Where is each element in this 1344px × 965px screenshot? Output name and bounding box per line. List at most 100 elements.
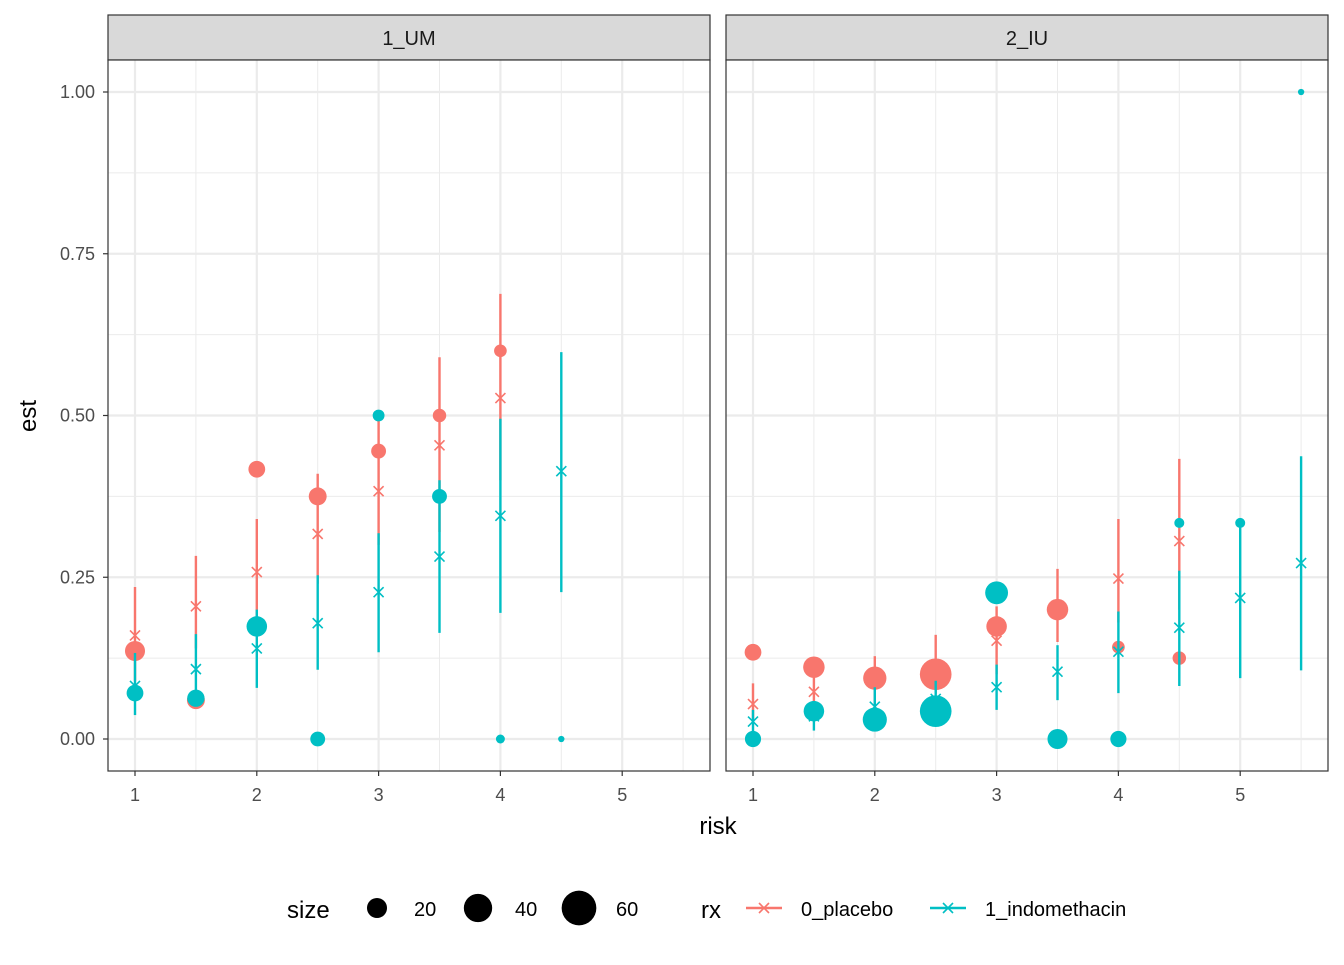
observed-point xyxy=(248,460,266,478)
estimate-cross-mark xyxy=(1173,535,1185,547)
cross-stroke xyxy=(1173,535,1185,547)
estimate-cross-mark xyxy=(1051,666,1064,678)
cross-stroke xyxy=(991,635,1003,647)
color-legend-label: 0_placebo xyxy=(801,899,893,921)
cross-stroke xyxy=(433,550,446,563)
estimate-cross-mark xyxy=(190,600,202,612)
observed-point xyxy=(372,409,385,422)
cross-stroke xyxy=(129,629,141,642)
observed-point xyxy=(1110,730,1127,748)
estimate-cross-mark xyxy=(1234,592,1246,604)
estimate-cross-mark xyxy=(1173,622,1185,634)
size-legend-label: 40 xyxy=(515,899,537,921)
estimate-cross-mark xyxy=(494,510,506,522)
estimate-cross-mark xyxy=(129,629,141,642)
size-legend-key xyxy=(561,890,597,926)
cross-stroke xyxy=(1295,557,1307,569)
observed-point xyxy=(495,734,505,744)
y-tick-label: 0.75 xyxy=(60,244,95,264)
x-tick-label: 3 xyxy=(992,785,1002,805)
cross-stroke xyxy=(251,566,263,578)
color-legend-key-cross xyxy=(758,902,770,914)
cross-stroke xyxy=(373,586,385,598)
y-tick-label: 0.50 xyxy=(60,406,95,426)
cross-stroke xyxy=(312,528,324,540)
cross-stroke xyxy=(1173,622,1185,634)
observed-point xyxy=(1297,88,1305,96)
panel-border xyxy=(725,59,1329,772)
observed-point xyxy=(744,730,762,748)
y-axis-label: est xyxy=(15,400,42,432)
observed-point xyxy=(919,695,952,728)
estimate-cross-mark xyxy=(555,465,567,477)
estimate-cross-mark xyxy=(312,617,324,629)
y-tick-label: 1.00 xyxy=(60,82,95,102)
cross-stroke xyxy=(251,642,263,654)
estimate-cross-mark xyxy=(1112,646,1124,658)
observed-point xyxy=(863,666,887,690)
cross-stroke xyxy=(494,392,506,404)
size-legend-label: 20 xyxy=(414,899,436,921)
estimate-cross-mark xyxy=(373,485,385,497)
observed-point xyxy=(862,707,887,732)
panel-2_IU: 2_IU 1 2 3 4 5 xyxy=(725,14,1329,805)
observed-point xyxy=(124,640,146,662)
color-legend-title: rx xyxy=(701,897,721,924)
size-legend-label: 60 xyxy=(616,899,638,921)
cross-stroke xyxy=(555,465,567,477)
y-tick-label: 0.00 xyxy=(60,729,95,749)
estimate-cross-mark xyxy=(312,528,324,540)
estimate-cross-mark xyxy=(991,635,1003,647)
observed-point xyxy=(308,487,327,506)
cross-stroke xyxy=(808,686,820,698)
observed-point xyxy=(1235,517,1246,528)
cross-stroke xyxy=(1112,646,1124,658)
cross-stroke xyxy=(312,617,324,629)
estimate-cross-mark xyxy=(991,681,1003,693)
cross-stroke xyxy=(1234,592,1246,604)
estimate-cross-mark xyxy=(1112,572,1124,585)
estimate-cross-mark xyxy=(373,586,385,598)
cross-stroke xyxy=(190,600,202,612)
estimate-cross-mark xyxy=(251,566,263,578)
x-tick-label: 4 xyxy=(1113,785,1123,805)
observed-point xyxy=(803,656,825,678)
cross-stroke xyxy=(494,510,506,522)
cross-stroke xyxy=(1112,572,1124,585)
estimate-cross-mark xyxy=(494,392,506,404)
observed-point xyxy=(494,344,507,358)
x-tick-label: 4 xyxy=(495,785,505,805)
facet-label: 2_IU xyxy=(1006,28,1048,50)
observed-point xyxy=(558,735,565,743)
x-tick-label: 1 xyxy=(748,785,758,805)
y-tick-label: 0.25 xyxy=(60,567,95,587)
observed-point xyxy=(744,643,762,661)
observed-point xyxy=(919,658,952,691)
cross-stroke xyxy=(1051,666,1064,678)
observed-point xyxy=(1174,517,1185,528)
estimate-cross-mark xyxy=(1295,557,1307,569)
cross-stroke xyxy=(747,715,759,728)
observed-point xyxy=(432,408,447,423)
x-tick-label: 3 xyxy=(374,785,384,805)
facet-strip xyxy=(107,14,711,61)
size-legend-key xyxy=(366,897,388,919)
estimate-cross-mark xyxy=(251,642,263,654)
cross-stroke xyxy=(373,485,385,497)
size-legend-key xyxy=(463,893,493,923)
x-tick-label: 5 xyxy=(617,785,627,805)
cross-stroke xyxy=(433,439,446,451)
estimate-cross-mark xyxy=(808,686,820,698)
observed-point xyxy=(371,443,387,459)
observed-point xyxy=(985,581,1009,605)
observed-point xyxy=(803,700,825,722)
estimate-cross-mark xyxy=(747,715,759,728)
x-tick-label: 2 xyxy=(252,785,262,805)
color-legend-key-cross xyxy=(942,902,954,914)
x-tick-label: 1 xyxy=(130,785,140,805)
observed-point xyxy=(1046,598,1069,621)
facet-strip xyxy=(725,14,1329,61)
estimate-cross-mark xyxy=(190,663,202,675)
